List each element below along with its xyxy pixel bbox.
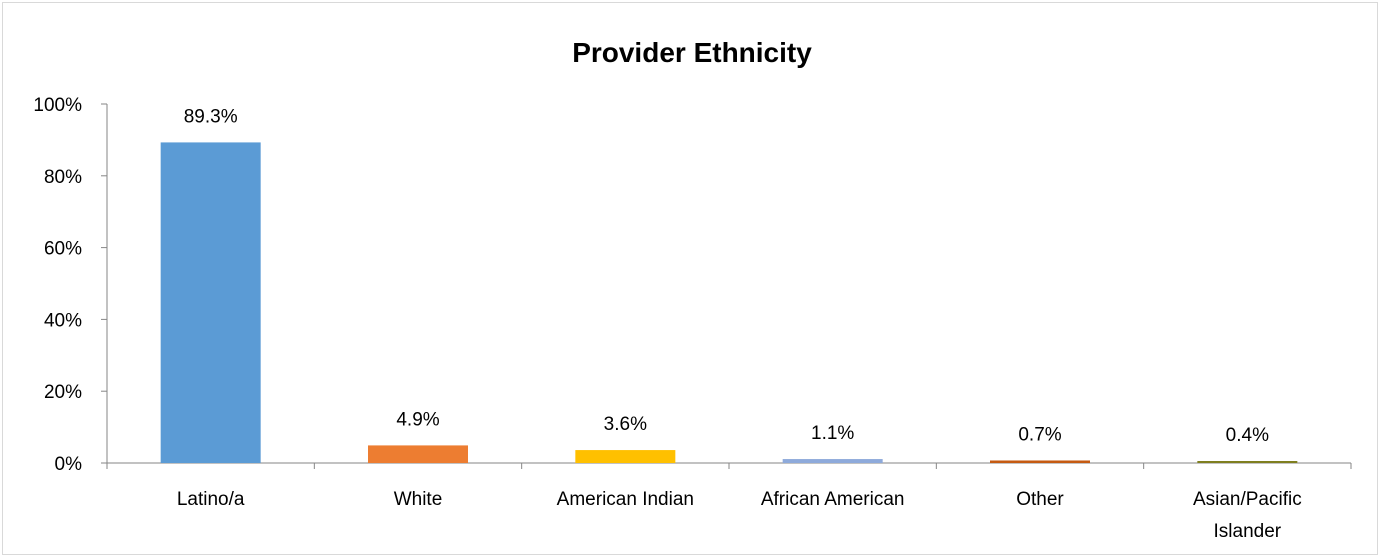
data-label: 4.9% [396, 409, 439, 430]
y-tick-label: 100% [33, 95, 82, 116]
x-category-label: American Indian [557, 489, 694, 510]
data-label: 1.1% [811, 423, 854, 444]
data-label: 0.4% [1226, 425, 1269, 446]
x-category-label: White [394, 489, 443, 510]
data-label: 0.7% [1018, 424, 1061, 445]
x-category-label-line: Other [1016, 489, 1064, 510]
x-category-label-line: American Indian [557, 489, 694, 510]
y-tick-label: 40% [44, 310, 82, 331]
x-category-label-line: Islander [1214, 521, 1282, 542]
chart-labels: 89.3% Latino/a 4.9% White 3.6% American India… [177, 106, 1302, 542]
bar-1 [160, 142, 261, 463]
bar-5 [990, 460, 1090, 463]
bar-3 [575, 450, 676, 463]
x-category-label-line: Asian/Pacific [1193, 489, 1302, 510]
x-category-label: Other [1016, 489, 1064, 510]
x-category-label: Latino/a [177, 489, 245, 510]
data-label: 3.6% [604, 414, 647, 435]
chart-bars [160, 142, 1298, 463]
x-category-label-line: Latino/a [177, 489, 245, 510]
y-tick-label: 20% [44, 382, 82, 403]
chart-axes: 0% 20% 40% 60% 80% 100% [33, 95, 1352, 475]
x-category-label: Asian/Pacific Islander [1193, 489, 1302, 542]
x-category-label: African American [761, 489, 905, 510]
data-label: 89.3% [184, 106, 238, 127]
bar-2 [368, 445, 468, 463]
chart-title: Provider Ethnicity [572, 37, 812, 68]
y-tick-label: 60% [44, 239, 82, 260]
bar-6 [1197, 461, 1298, 463]
y-tick-label: 80% [44, 167, 82, 188]
y-tick-label: 0% [55, 454, 83, 475]
x-category-label-line: African American [761, 489, 905, 510]
bar-4 [782, 459, 883, 463]
x-category-label-line: White [394, 489, 443, 510]
